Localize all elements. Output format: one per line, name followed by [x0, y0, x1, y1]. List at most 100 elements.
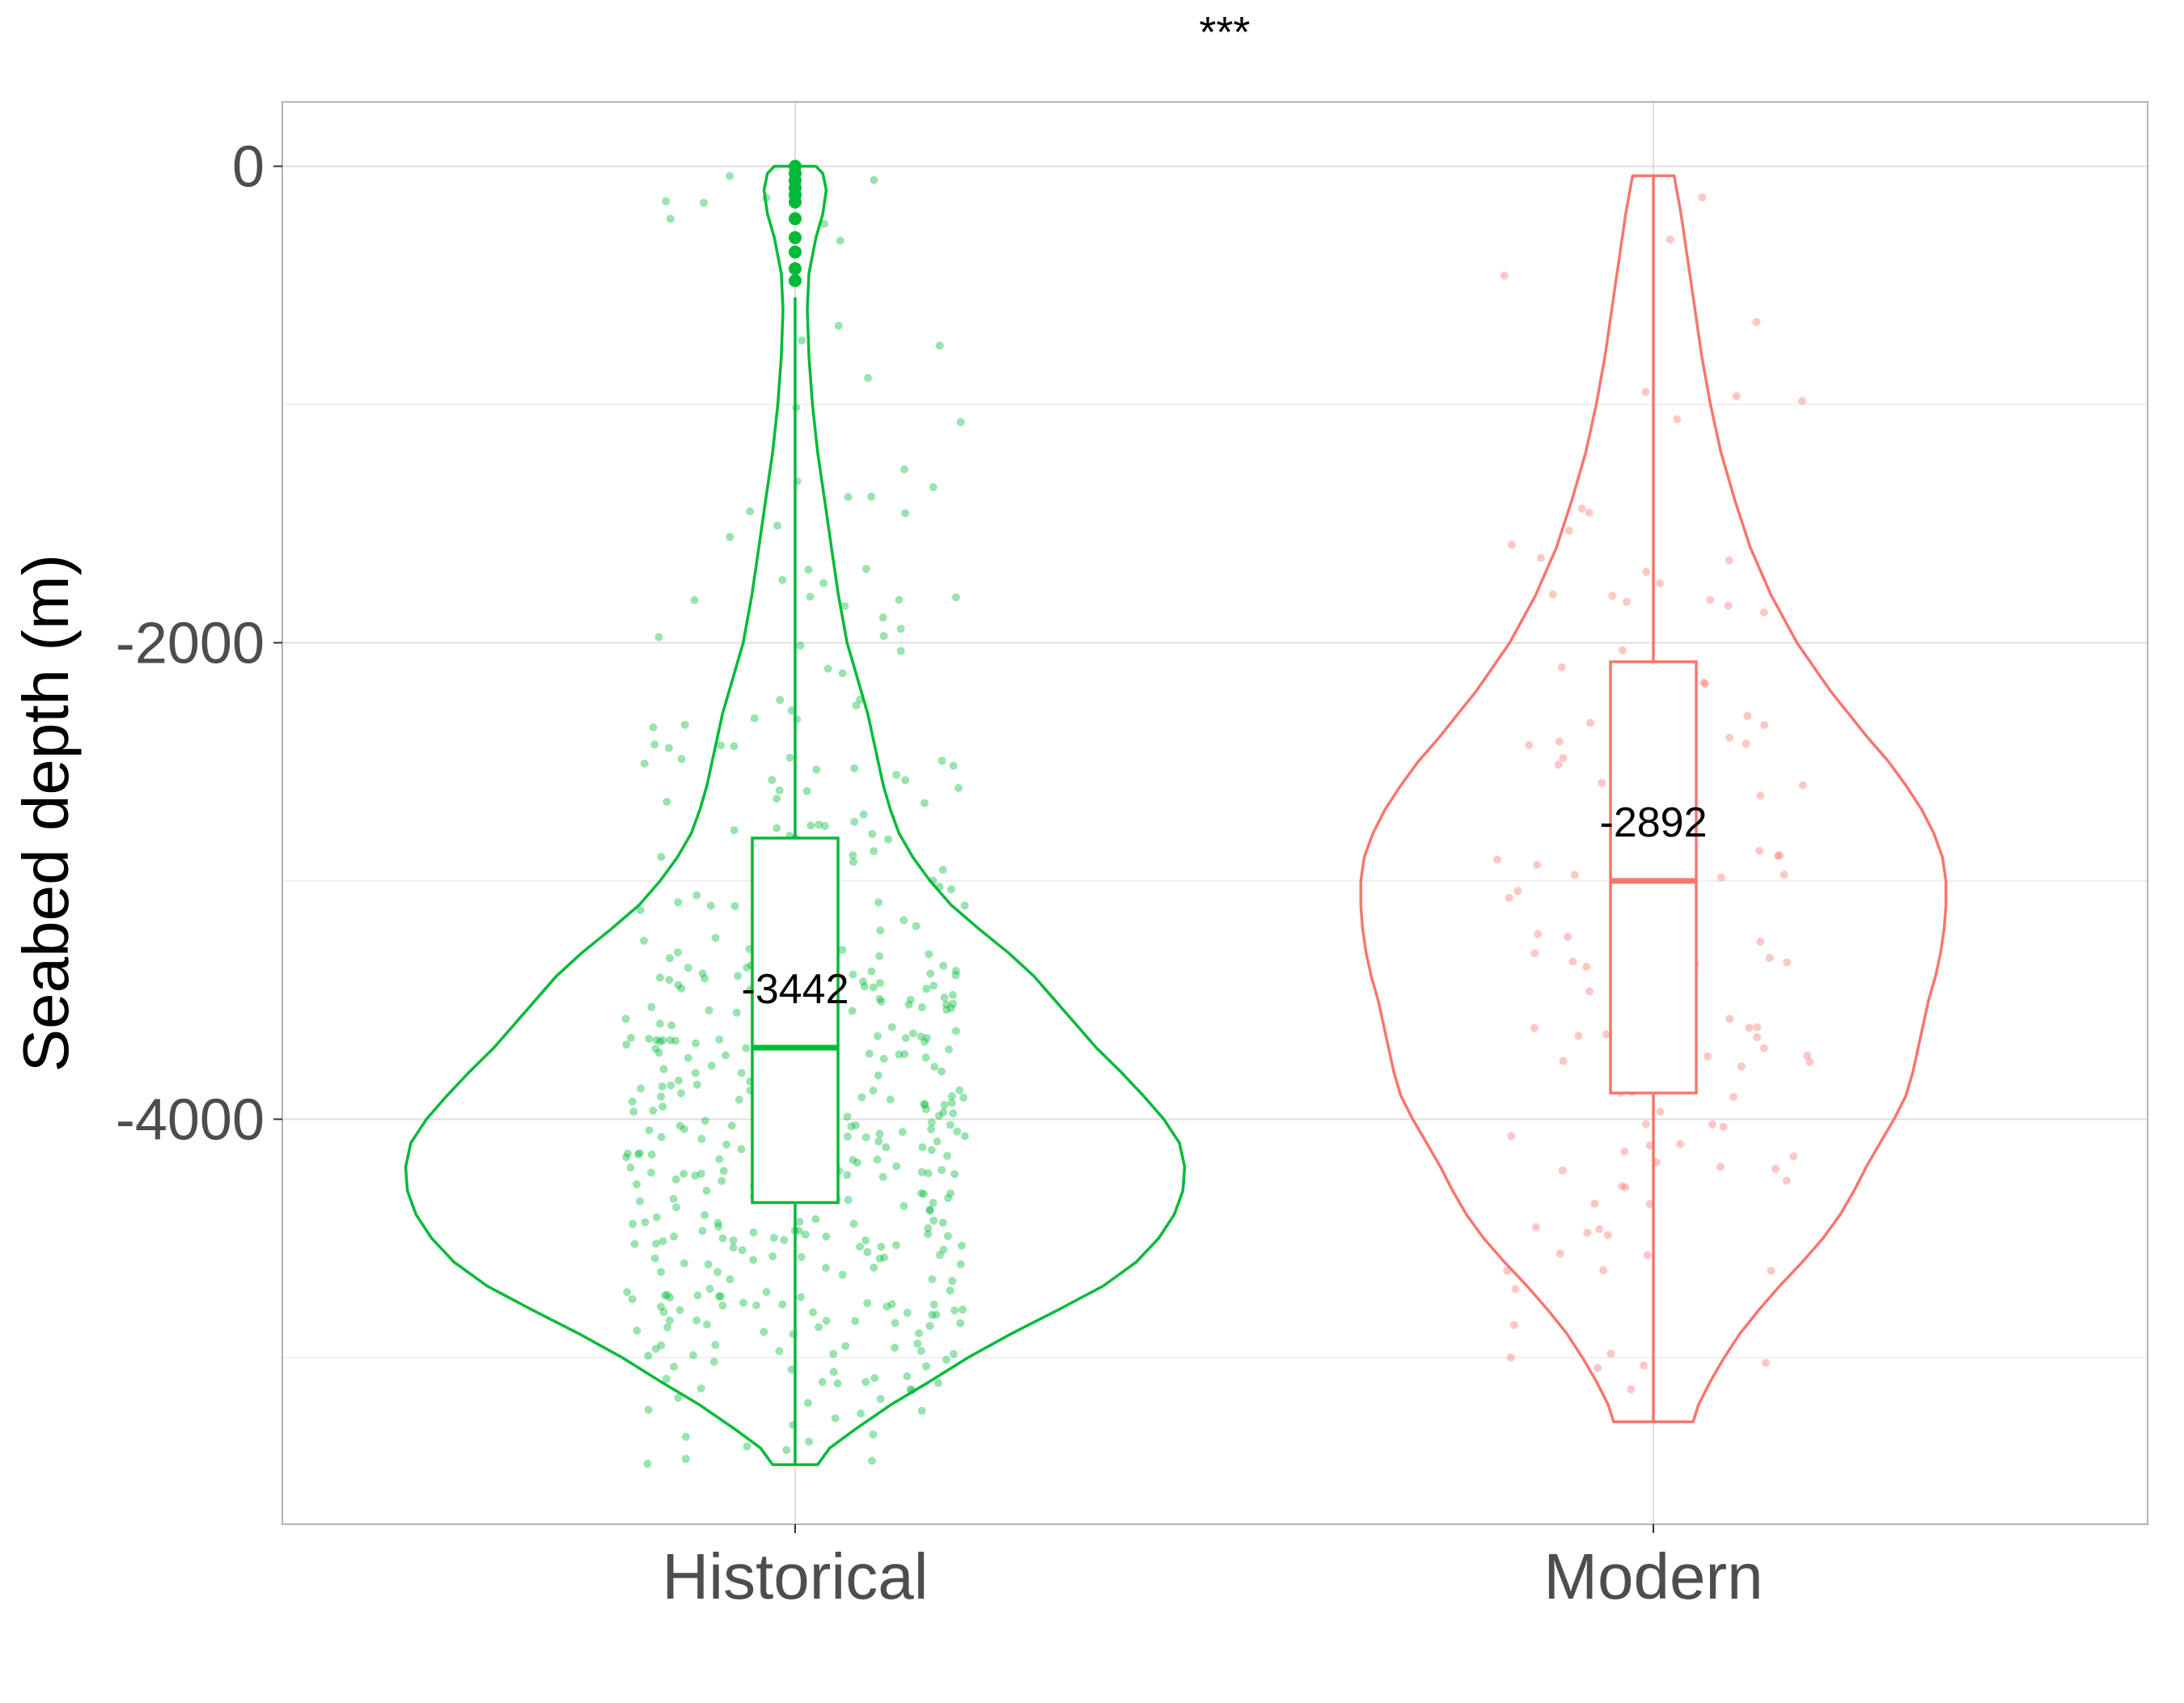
jitter-point-historical	[864, 374, 872, 383]
jitter-point-historical	[737, 1145, 746, 1154]
jitter-point-historical	[947, 1092, 956, 1100]
jitter-point-modern	[1506, 1354, 1515, 1362]
jitter-point-historical	[857, 1093, 866, 1102]
jitter-point-historical	[644, 1405, 653, 1414]
jitter-point-historical	[939, 1108, 948, 1116]
jitter-point-historical	[954, 783, 963, 792]
jitter-point-modern	[1537, 553, 1545, 562]
jitter-point-historical	[637, 1084, 645, 1093]
jitter-point-modern	[1622, 597, 1631, 606]
jitter-point-historical	[857, 1409, 866, 1418]
jitter-point-modern	[1701, 680, 1710, 688]
jitter-point-historical	[955, 1086, 964, 1095]
jitter-point-historical	[953, 1127, 962, 1136]
jitter-point-historical	[768, 776, 777, 785]
jitter-point-historical	[949, 1349, 958, 1358]
jitter-point-historical	[925, 1205, 934, 1214]
jitter-point-historical	[700, 198, 708, 207]
jitter-point-historical	[672, 1203, 680, 1212]
jitter-point-historical	[860, 982, 869, 991]
jitter-point-modern	[1590, 1199, 1599, 1208]
jitter-point-historical	[707, 1061, 716, 1070]
jitter-point-historical	[906, 1385, 915, 1394]
jitter-point-historical	[849, 1155, 857, 1164]
jitter-point-historical	[949, 990, 957, 999]
jitter-point-historical	[666, 1293, 675, 1302]
jitter-point-modern	[1564, 933, 1572, 941]
jitter-point-historical	[815, 820, 823, 829]
outlier-point-historical	[789, 262, 802, 276]
jitter-point-modern	[1548, 590, 1557, 599]
jitter-point-historical	[742, 1044, 751, 1053]
jitter-point-historical	[785, 753, 794, 762]
jitter-point-modern	[1725, 1015, 1734, 1023]
jitter-point-historical	[677, 984, 686, 993]
jitter-point-modern	[1594, 1363, 1602, 1372]
jitter-point-historical	[870, 176, 878, 184]
jitter-point-historical	[887, 1300, 896, 1309]
jitter-point-historical	[878, 613, 887, 622]
jitter-point-historical	[943, 1232, 952, 1240]
jitter-point-historical	[861, 565, 870, 574]
jitter-point-historical	[671, 1175, 680, 1184]
jitter-point-historical	[952, 1027, 960, 1036]
jitter-point-historical	[938, 756, 946, 765]
jitter-point-modern	[1759, 608, 1768, 616]
jitter-point-historical	[856, 695, 865, 704]
jitter-point-historical	[874, 898, 882, 907]
jitter-point-historical	[717, 1176, 726, 1185]
jitter-point-historical	[921, 1105, 930, 1113]
jitter-point-historical	[693, 1291, 702, 1300]
grid-lines	[282, 102, 2148, 1524]
jitter-point-modern	[1716, 1163, 1725, 1171]
jitter-point-historical	[692, 1080, 701, 1089]
jitter-point-historical	[703, 1320, 711, 1329]
jitter-point-historical	[806, 821, 815, 830]
jitter-point-historical	[959, 1093, 968, 1102]
jitter-point-historical	[704, 1260, 713, 1269]
jitter-point-historical	[899, 916, 908, 925]
jitter-point-historical	[730, 742, 739, 751]
jitter-point-modern	[1666, 235, 1674, 244]
jitter-point-historical	[658, 1036, 667, 1044]
jitter-point-historical	[629, 1108, 638, 1116]
jitter-point-historical	[940, 1100, 949, 1109]
jitter-point-historical	[865, 1049, 874, 1058]
jitter-point-historical	[633, 1180, 641, 1188]
jitter-point-modern	[1725, 556, 1733, 565]
jitter-point-historical	[924, 1224, 933, 1233]
jitter-point-historical	[643, 1459, 652, 1468]
jitter-point-modern	[1558, 1166, 1567, 1175]
jitter-point-historical	[829, 1349, 838, 1358]
jitter-point-modern	[1618, 1182, 1627, 1191]
jitter-point-historical	[711, 1341, 720, 1349]
jitter-point-historical	[949, 761, 958, 770]
jitter-point-historical	[853, 1159, 861, 1167]
jitter-point-modern	[1704, 1052, 1712, 1061]
jitter-point-modern	[1645, 1141, 1654, 1150]
jitter-point-historical	[651, 1345, 660, 1354]
jitter-point-historical	[714, 1222, 723, 1231]
jitter-point-historical	[938, 1218, 947, 1227]
jitter-point-modern	[1760, 1044, 1768, 1053]
jitter-point-historical	[659, 1065, 668, 1074]
jitter-point-historical	[734, 972, 743, 981]
jitter-point-historical	[797, 1252, 806, 1261]
jitter-point-historical	[843, 1132, 852, 1141]
jitter-point-historical	[874, 1032, 882, 1040]
jitter-point-historical	[697, 1134, 706, 1143]
jitter-point-historical	[652, 1213, 661, 1222]
jitter-point-historical	[875, 1129, 884, 1138]
jitter-point-modern	[1645, 1200, 1654, 1209]
jitter-point-historical	[629, 1219, 637, 1228]
jitter-point-historical	[942, 1355, 950, 1364]
jitter-point-historical	[944, 1193, 952, 1202]
jitter-point-historical	[852, 701, 861, 710]
jitter-point-historical	[920, 1099, 929, 1108]
jitter-point-historical	[714, 1292, 723, 1301]
jitter-point-modern	[1643, 1251, 1652, 1260]
jitter-point-historical	[655, 1037, 664, 1046]
jitter-point-modern	[1783, 958, 1792, 967]
jitter-point-historical	[657, 1133, 666, 1142]
jitter-point-modern	[1621, 1183, 1630, 1192]
